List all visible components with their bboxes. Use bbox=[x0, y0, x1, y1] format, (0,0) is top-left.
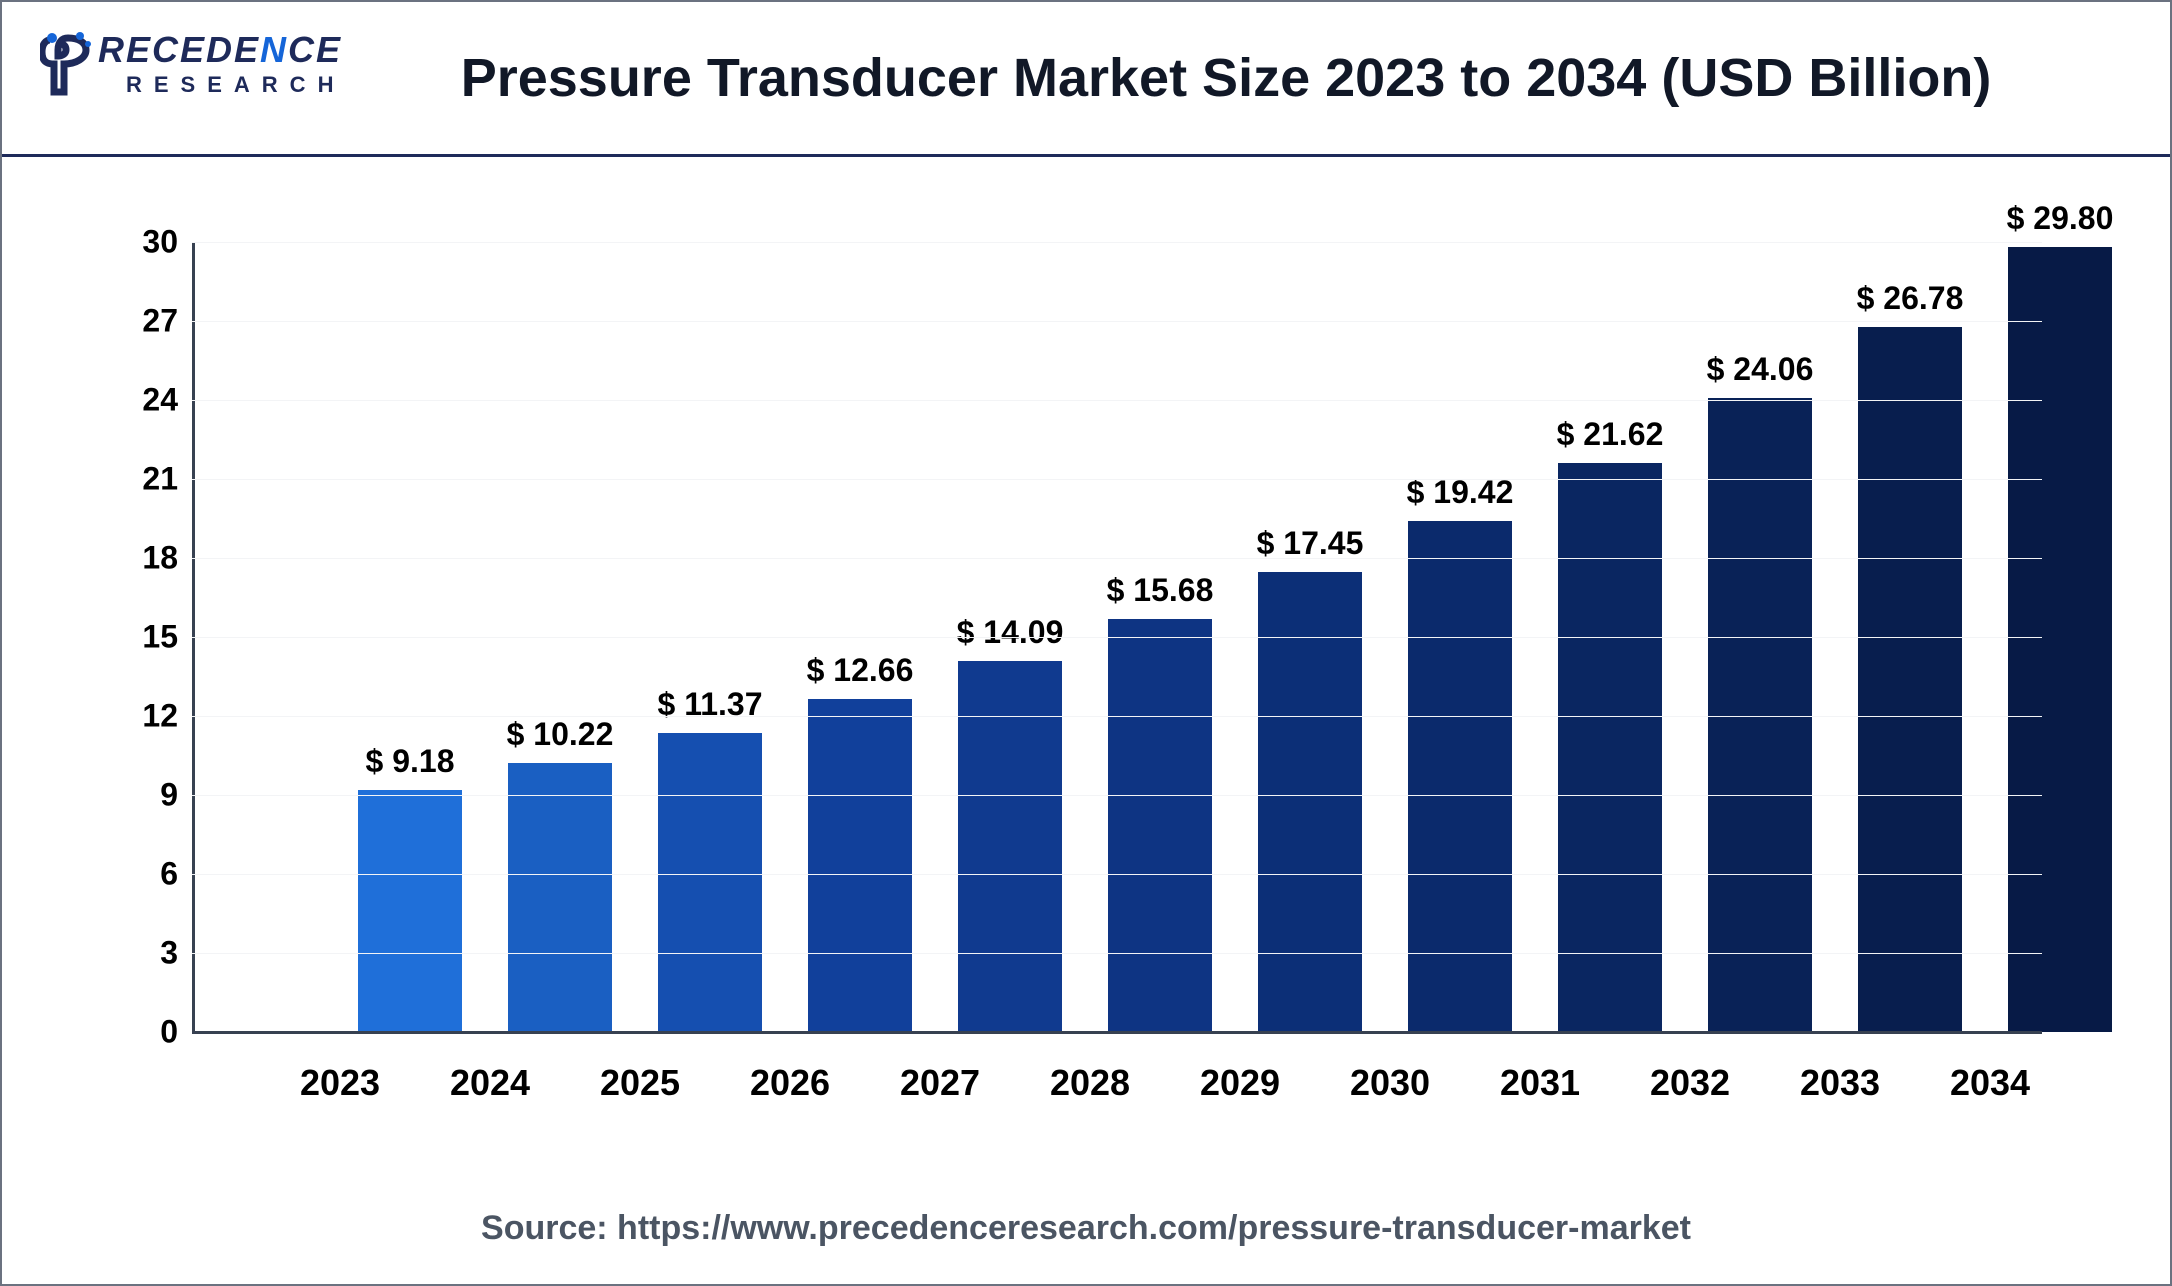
bar bbox=[2008, 247, 2112, 1032]
bar bbox=[1558, 463, 1662, 1032]
x-axis-labels: 2023202420252026202720282029203020312032… bbox=[192, 1062, 2042, 1112]
x-tick-label: 2026 bbox=[715, 1062, 865, 1104]
x-tick-label: 2027 bbox=[865, 1062, 1015, 1104]
bar-value-label: $ 15.68 bbox=[1060, 572, 1260, 609]
chart-area: 036912151821242730 $ 9.18$ 10.22$ 11.37$… bbox=[122, 242, 2042, 1082]
y-tick-label: 18 bbox=[142, 540, 178, 577]
bar-group: $ 19.42 bbox=[1408, 521, 1512, 1032]
title-bar: RECEDENCE RESEARCH Pressure Transducer M… bbox=[2, 2, 2170, 157]
y-tick-label: 9 bbox=[160, 777, 178, 814]
gridline bbox=[192, 953, 2042, 954]
y-tick-label: 0 bbox=[160, 1014, 178, 1051]
logo-top-post: CE bbox=[288, 29, 342, 70]
x-tick-label: 2023 bbox=[265, 1062, 415, 1104]
gridline bbox=[192, 400, 2042, 401]
bar bbox=[508, 763, 612, 1032]
gridline bbox=[192, 795, 2042, 796]
bar bbox=[1258, 572, 1362, 1032]
bar-value-label: $ 12.66 bbox=[760, 652, 960, 689]
bar bbox=[1858, 327, 1962, 1032]
bar-group: $ 15.68 bbox=[1108, 619, 1212, 1032]
bar-group: $ 10.22 bbox=[508, 763, 612, 1032]
logo-top-accent: N bbox=[260, 29, 288, 70]
x-tick-label: 2030 bbox=[1315, 1062, 1465, 1104]
y-tick-label: 6 bbox=[160, 856, 178, 893]
logo-brand-bottom: RESEARCH bbox=[126, 72, 345, 98]
x-tick-label: 2032 bbox=[1615, 1062, 1765, 1104]
logo: RECEDENCE RESEARCH bbox=[40, 32, 345, 100]
logo-brand-top: RECEDENCE bbox=[98, 32, 345, 68]
x-axis-line bbox=[192, 1031, 2042, 1034]
source-attribution: Source: https://www.precedenceresearch.c… bbox=[2, 1209, 2170, 1248]
y-tick-label: 12 bbox=[142, 698, 178, 735]
bar-value-label: $ 14.09 bbox=[910, 614, 1110, 651]
bar-group: $ 9.18 bbox=[358, 790, 462, 1032]
bar-value-label: $ 11.37 bbox=[610, 686, 810, 723]
chart-frame: RECEDENCE RESEARCH Pressure Transducer M… bbox=[0, 0, 2172, 1286]
x-tick-label: 2024 bbox=[415, 1062, 565, 1104]
x-tick-label: 2034 bbox=[1915, 1062, 2065, 1104]
y-tick-label: 21 bbox=[142, 461, 178, 498]
bar-value-label: $ 24.06 bbox=[1660, 351, 1860, 388]
gridline bbox=[192, 321, 2042, 322]
bar-group: $ 11.37 bbox=[658, 733, 762, 1032]
x-tick-label: 2028 bbox=[1015, 1062, 1165, 1104]
y-tick-label: 27 bbox=[142, 303, 178, 340]
bar-group: $ 17.45 bbox=[1258, 572, 1362, 1032]
x-tick-label: 2033 bbox=[1765, 1062, 1915, 1104]
gridline bbox=[192, 479, 2042, 480]
bar bbox=[658, 733, 762, 1032]
gridline bbox=[192, 558, 2042, 559]
bar-value-label: $ 21.62 bbox=[1510, 416, 1710, 453]
bar-group: $ 26.78 bbox=[1858, 327, 1962, 1032]
gridline bbox=[192, 874, 2042, 875]
x-tick-label: 2031 bbox=[1465, 1062, 1615, 1104]
x-tick-label: 2029 bbox=[1165, 1062, 1315, 1104]
logo-top-pre: RECEDE bbox=[98, 29, 260, 70]
bar-value-label: $ 26.78 bbox=[1810, 280, 2010, 317]
logo-text: RECEDENCE RESEARCH bbox=[98, 32, 345, 98]
y-axis: 036912151821242730 bbox=[122, 242, 192, 1032]
gridline bbox=[192, 637, 2042, 638]
bar bbox=[1108, 619, 1212, 1032]
y-tick-label: 30 bbox=[142, 224, 178, 261]
bar bbox=[808, 699, 912, 1032]
x-tick-label: 2025 bbox=[565, 1062, 715, 1104]
bar-value-label: $ 29.80 bbox=[1960, 200, 2160, 237]
bar-value-label: $ 17.45 bbox=[1210, 525, 1410, 562]
y-tick-label: 3 bbox=[160, 935, 178, 972]
bar-group: $ 29.80 bbox=[2008, 247, 2112, 1032]
y-tick-label: 24 bbox=[142, 382, 178, 419]
bar-group: $ 21.62 bbox=[1558, 463, 1662, 1032]
bar bbox=[1408, 521, 1512, 1032]
bar bbox=[358, 790, 462, 1032]
bar-group: $ 12.66 bbox=[808, 699, 912, 1032]
p-logo-icon bbox=[40, 32, 92, 100]
gridline bbox=[192, 716, 2042, 717]
gridline bbox=[192, 242, 2042, 243]
y-tick-label: 15 bbox=[142, 619, 178, 656]
